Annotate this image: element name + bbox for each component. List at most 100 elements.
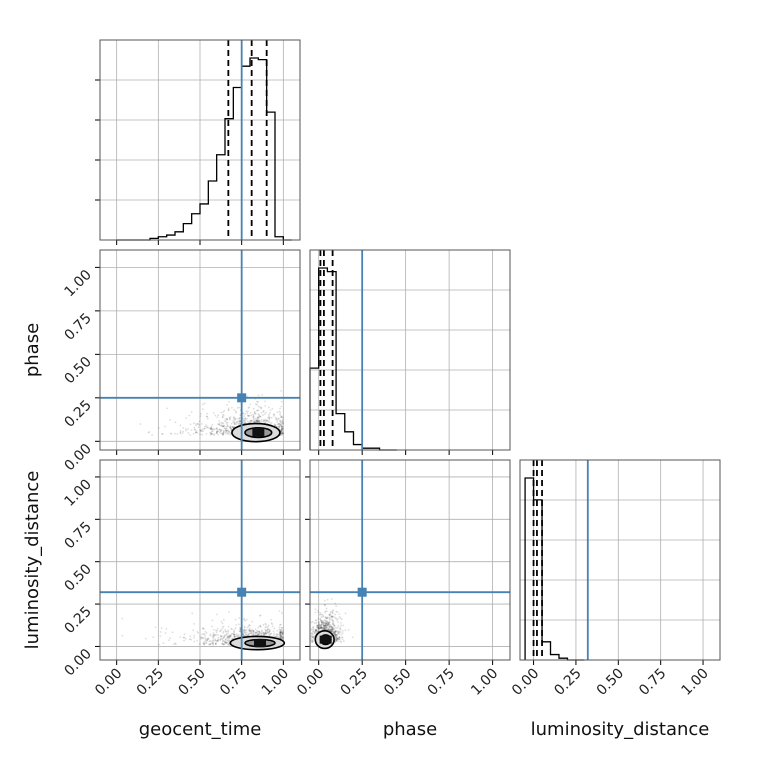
- scatter-point: [325, 622, 328, 625]
- scatter-point: [279, 633, 281, 635]
- scatter-point: [279, 411, 282, 414]
- scatter-point: [317, 627, 319, 629]
- scatter-point: [280, 429, 283, 432]
- scatter-point: [227, 632, 229, 635]
- scatter-point: [211, 430, 213, 433]
- scatter-point: [315, 629, 317, 631]
- scatter-point: [205, 642, 207, 645]
- scatter-point: [279, 623, 281, 626]
- scatter-point: [312, 636, 315, 639]
- scatter-point: [330, 626, 333, 629]
- scatter-point: [334, 638, 337, 641]
- scatter-point: [256, 630, 259, 633]
- scatter-point: [278, 427, 281, 429]
- scatter-point: [331, 626, 334, 629]
- scatter-point: [201, 627, 204, 630]
- scatter-point: [219, 638, 222, 641]
- scatter-point: [279, 631, 282, 634]
- scatter-point: [228, 418, 231, 421]
- scatter-point: [228, 635, 231, 638]
- scatter-point: [331, 622, 334, 625]
- scatter-point: [227, 429, 230, 432]
- scatter-point: [264, 400, 266, 403]
- scatter-point: [329, 630, 332, 632]
- scatter-point: [321, 621, 323, 623]
- scatter-point: [333, 631, 335, 634]
- scatter-point: [242, 412, 245, 415]
- scatter-point: [319, 618, 322, 621]
- scatter-point: [209, 432, 212, 435]
- scatter-point: [256, 633, 259, 636]
- scatter-point: [320, 621, 323, 624]
- scatter-point: [318, 623, 321, 626]
- scatter-point: [243, 629, 246, 632]
- scatter-point: [331, 627, 334, 630]
- scatter-point: [279, 632, 282, 634]
- scatter-point: [233, 635, 236, 638]
- scatter-point: [334, 636, 337, 638]
- scatter-point: [329, 629, 332, 632]
- scatter-point: [262, 419, 265, 422]
- scatter-point: [224, 638, 227, 641]
- x-tick-label: 1.00: [259, 666, 292, 699]
- scatter-point: [280, 626, 283, 629]
- scatter-point: [317, 628, 319, 631]
- scatter-point: [257, 409, 260, 411]
- scatter-point: [336, 611, 339, 614]
- scatter-point: [260, 411, 263, 414]
- scatter-point: [329, 626, 332, 628]
- scatter-point: [279, 632, 282, 635]
- scatter-point: [313, 631, 316, 634]
- scatter-point: [249, 421, 252, 424]
- scatter-point: [221, 627, 224, 629]
- scatter-point: [175, 643, 177, 646]
- scatter-point: [244, 417, 247, 419]
- scatter-point: [253, 417, 255, 420]
- scatter-point: [230, 427, 232, 430]
- scatter-point: [250, 420, 253, 423]
- scatter-point: [227, 630, 230, 633]
- scatter-point: [220, 424, 223, 427]
- scatter-point: [256, 629, 259, 632]
- scatter-point: [334, 641, 337, 643]
- scatter-point: [280, 630, 283, 632]
- scatter-point: [278, 425, 281, 428]
- scatter-point: [262, 633, 265, 635]
- scatter-point: [336, 630, 339, 633]
- scatter-point: [158, 643, 160, 646]
- scatter-point: [336, 638, 338, 640]
- scatter-point: [222, 639, 225, 642]
- scatter-point: [335, 635, 338, 637]
- scatter-point: [201, 636, 203, 639]
- scatter-point: [179, 431, 182, 434]
- scatter-point: [248, 414, 251, 417]
- scatter-point: [276, 629, 279, 632]
- scatter-point: [214, 642, 217, 645]
- scatter-point: [204, 639, 207, 641]
- scatter-points: [139, 389, 285, 443]
- x-tick-label: 0.75: [217, 666, 250, 699]
- scatter-point: [318, 627, 321, 630]
- scatter-point: [280, 432, 283, 435]
- scatter-point: [319, 627, 322, 629]
- scatter-point: [237, 635, 239, 638]
- scatter-point: [206, 415, 208, 418]
- scatter-point: [209, 431, 212, 434]
- scatter-point: [341, 638, 344, 641]
- scatter-point: [281, 637, 284, 640]
- scatter-point: [335, 634, 337, 636]
- scatter-point: [324, 616, 327, 618]
- scatter-point: [281, 431, 284, 434]
- scatter-point: [210, 427, 213, 430]
- scatter-point: [211, 430, 214, 432]
- scatter-point: [226, 424, 229, 427]
- scatter-point: [239, 416, 241, 419]
- scatter-point: [233, 629, 236, 631]
- scatter-point: [211, 427, 214, 430]
- scatter-point: [215, 430, 218, 433]
- scatter-point: [121, 634, 124, 637]
- scatter-point: [225, 429, 227, 432]
- scatter-point: [214, 414, 217, 417]
- scatter-point: [233, 421, 236, 423]
- scatter-point: [307, 614, 309, 616]
